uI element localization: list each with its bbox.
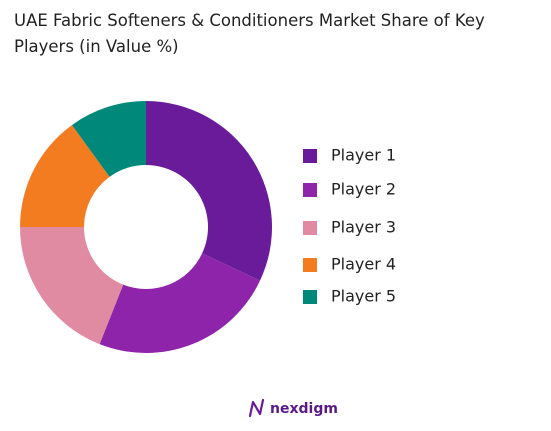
legend-label: Player 3 bbox=[331, 218, 396, 237]
donut-slice bbox=[20, 125, 110, 227]
legend-label: Player 4 bbox=[331, 255, 396, 274]
legend-label: Player 1 bbox=[331, 146, 396, 165]
donut-slice bbox=[71, 101, 146, 177]
donut-slice bbox=[99, 253, 261, 353]
legend-swatch bbox=[303, 149, 317, 163]
donut-slice bbox=[146, 101, 272, 281]
brand-logo: nexdigm bbox=[248, 398, 338, 418]
legend-swatch bbox=[303, 183, 317, 197]
donut-slice bbox=[20, 227, 124, 345]
chart-title: UAE Fabric Softeners & Conditioners Mark… bbox=[14, 11, 485, 56]
logo-icon bbox=[248, 398, 265, 418]
legend-label: Player 5 bbox=[331, 287, 396, 306]
legend-swatch bbox=[303, 290, 317, 304]
legend-swatch bbox=[303, 221, 317, 235]
legend-label: Player 2 bbox=[331, 180, 396, 199]
brand-name: nexdigm bbox=[270, 401, 338, 417]
legend-swatch bbox=[303, 258, 317, 272]
